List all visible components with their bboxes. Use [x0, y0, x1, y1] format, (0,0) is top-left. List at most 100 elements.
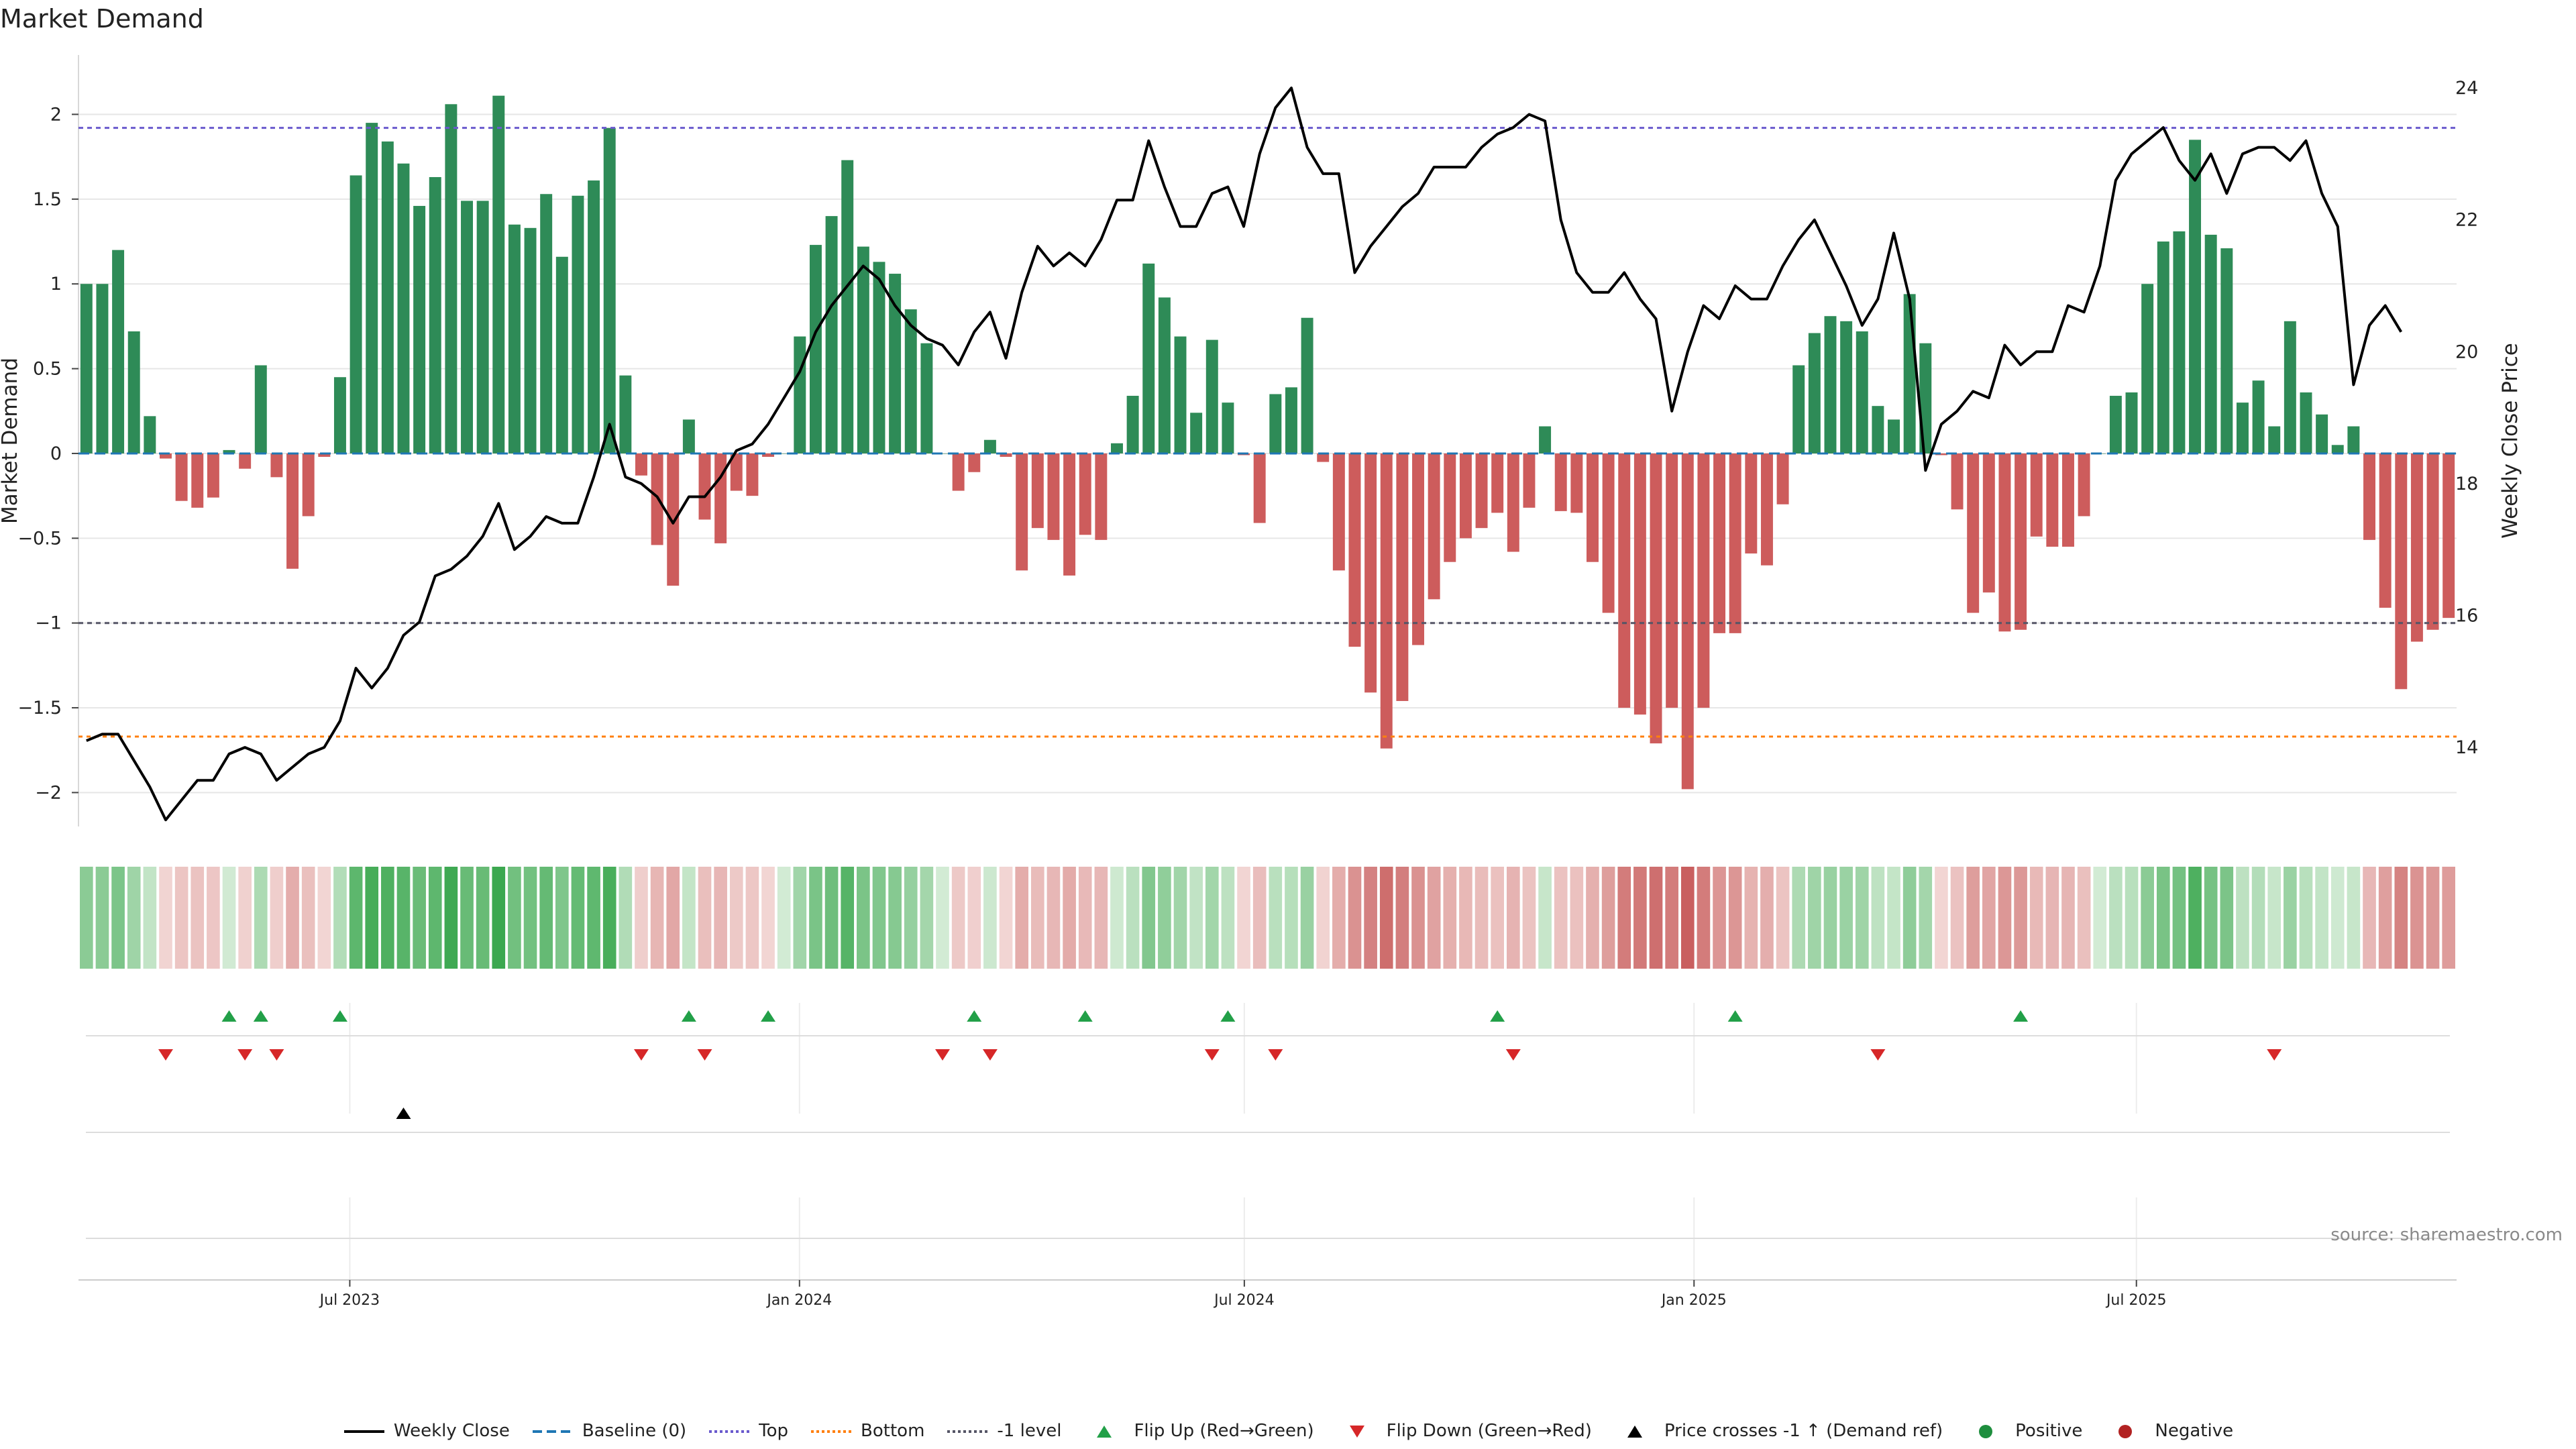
demand-bar [270, 453, 283, 478]
heat-strip-cell [1395, 867, 1409, 969]
demand-bar [80, 284, 93, 453]
demand-bar [1618, 453, 1631, 708]
heat-strip-cell [1507, 867, 1520, 969]
demand-bar [1016, 453, 1028, 571]
demand-bar [1951, 453, 1964, 510]
flip-up-marker [332, 1010, 347, 1022]
demand-bar [1998, 453, 2011, 632]
x-tick-label: Jan 2025 [1660, 1292, 1727, 1309]
demand-bar [1982, 453, 1995, 593]
heat-strip-cell [1966, 867, 1980, 969]
demand-bar [1428, 453, 1440, 600]
demand-bar [2316, 414, 2328, 453]
legend-item: Flip Up (Red→Green) [1083, 1421, 1314, 1441]
heat-strip-cell [1285, 867, 1298, 969]
demand-bar [1507, 453, 1519, 552]
x-tick-label: Jul 2025 [2105, 1292, 2167, 1309]
heat-strip-cell [2125, 867, 2139, 969]
demand-bar [524, 227, 537, 453]
heat-strip-cell [1839, 867, 1853, 969]
heat-strip-cell [1126, 867, 1140, 969]
demand-bar [1301, 317, 1313, 453]
heat-strip-cell [1570, 867, 1584, 969]
source-note: source: sharemaestro.com [2330, 1225, 2563, 1245]
demand-bar [2284, 321, 2296, 453]
heat-strip-cell [983, 867, 997, 969]
demand-bar [381, 141, 394, 453]
demand-bar [1475, 453, 1488, 529]
heat-strip-cell [1411, 867, 1425, 969]
heat-strip-cell [2378, 867, 2392, 969]
heat-strip-cell [2442, 867, 2455, 969]
legend-label: Negative [2155, 1421, 2234, 1441]
heat-strip-cell [301, 867, 315, 969]
heat-strip-cell [1427, 867, 1441, 969]
demand-bar [1317, 453, 1330, 462]
demand-bar [1491, 453, 1504, 513]
demand-bar [555, 256, 568, 453]
heat-strip-cell [396, 867, 411, 969]
heat-strip-cell [1348, 867, 1362, 969]
demand-bar [1523, 453, 1536, 508]
legend-label: Weekly Close [393, 1421, 510, 1441]
heat-strip-cell [793, 867, 807, 969]
heat-strip-cell [2410, 867, 2424, 969]
demand-bar [1348, 453, 1361, 647]
flip-up-marker [681, 1010, 696, 1022]
demand-bar [223, 449, 235, 453]
heat-strip-cell [936, 867, 949, 969]
heat-strip-cell [1982, 867, 1996, 969]
demand-bar [2300, 392, 2312, 453]
y-tick-label: 1.5 [33, 189, 62, 210]
demand-bar [350, 175, 362, 453]
heat-strip-cell [555, 867, 569, 969]
demand-bar [175, 453, 188, 501]
heat-strip-cell [698, 867, 712, 969]
heat-strip-cell [222, 867, 236, 969]
legend-item: Positive [1964, 1421, 2082, 1441]
demand-bar [983, 439, 996, 453]
weekly-close-line [86, 87, 2403, 822]
demand-bar [1650, 453, 1662, 744]
y-tick-label: −1.5 [17, 698, 62, 718]
demand-bar [1697, 453, 1710, 708]
heat-strip-cell [888, 867, 902, 969]
y-tick-label: −2 [35, 782, 62, 803]
heat-strip-cell [1364, 867, 1377, 969]
heat-strip-cell [1919, 867, 1933, 969]
heat-strip-cell [428, 867, 442, 969]
demand-bar [682, 419, 695, 453]
demand-bar [1079, 453, 1091, 535]
flip-up-marker [2013, 1010, 2029, 1022]
heat-strip-cell [286, 867, 299, 969]
x-tick-label: Jul 2023 [319, 1292, 380, 1309]
heat-strip-cell [270, 867, 284, 969]
heat-strip-cell [682, 867, 696, 969]
demand-bar [2030, 453, 2043, 537]
y-tick-label: 0 [50, 443, 62, 464]
heat-strip-cell [381, 867, 394, 969]
heat-strip-cell [857, 867, 870, 969]
demand-bar [476, 201, 489, 453]
heat-strip-cell [1252, 867, 1267, 969]
flip-down-marker [1870, 1049, 1886, 1061]
y2-tick-label: 24 [2455, 78, 2478, 99]
demand-bar [1285, 387, 1297, 453]
demand-bar [1792, 365, 1805, 453]
flip-up-marker [221, 1010, 237, 1022]
legend-label: Positive [2015, 1421, 2083, 1441]
demand-bar [1000, 453, 1012, 458]
demand-bar [160, 453, 172, 459]
heat-strip-cell [2061, 867, 2075, 969]
heat-strip-cell [1332, 867, 1346, 969]
heat-strip-cell [1633, 867, 1647, 969]
heat-strip-cell [159, 867, 172, 969]
legend-symbol [1979, 1424, 1993, 1438]
demand-bar [968, 453, 981, 472]
demand-bar [1412, 453, 1424, 645]
heat-strip-cell [1935, 867, 1948, 969]
y2-tick-label: 16 [2455, 605, 2478, 626]
demand-bar [1808, 333, 1821, 453]
heat-strip-cell [1649, 867, 1663, 969]
legend-label: Flip Up (Red→Green) [1134, 1421, 1314, 1441]
